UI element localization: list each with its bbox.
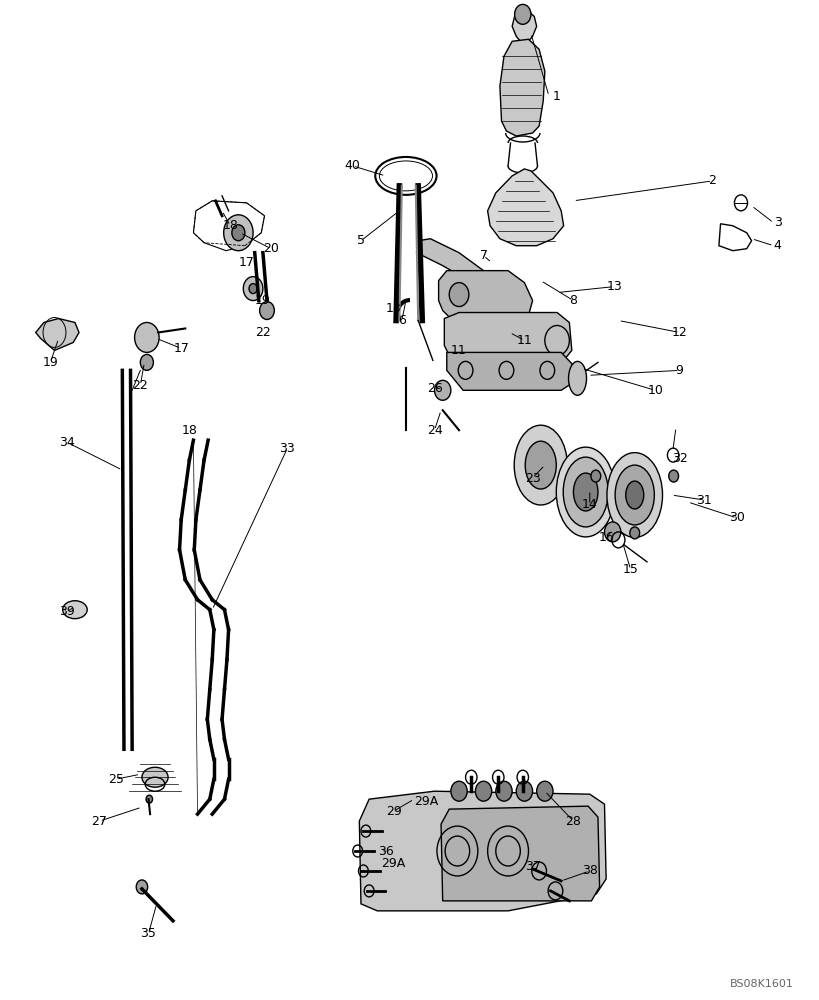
Text: 20: 20 xyxy=(263,242,278,255)
Text: 29A: 29A xyxy=(381,857,405,870)
Text: 25: 25 xyxy=(108,773,124,786)
Circle shape xyxy=(604,522,620,542)
Polygon shape xyxy=(487,169,563,246)
Text: 17: 17 xyxy=(173,342,189,355)
Polygon shape xyxy=(512,11,536,41)
Text: 29: 29 xyxy=(385,805,401,818)
Text: 36: 36 xyxy=(377,845,393,858)
Text: 19: 19 xyxy=(43,356,58,369)
Polygon shape xyxy=(446,352,572,390)
Circle shape xyxy=(140,354,153,370)
Circle shape xyxy=(514,4,530,24)
Polygon shape xyxy=(416,239,506,309)
Text: 26: 26 xyxy=(426,382,442,395)
Circle shape xyxy=(475,781,491,801)
Ellipse shape xyxy=(555,447,614,537)
Ellipse shape xyxy=(563,457,608,527)
Text: 6: 6 xyxy=(397,314,405,327)
Circle shape xyxy=(516,781,532,801)
Text: 15: 15 xyxy=(622,563,638,576)
Text: 37: 37 xyxy=(524,860,540,873)
Ellipse shape xyxy=(568,361,586,395)
Circle shape xyxy=(668,470,678,482)
Circle shape xyxy=(232,225,245,241)
Ellipse shape xyxy=(62,601,87,619)
Text: 34: 34 xyxy=(59,436,75,449)
Text: 8: 8 xyxy=(568,294,577,307)
Text: 31: 31 xyxy=(695,494,711,507)
Text: 3: 3 xyxy=(773,216,781,229)
Circle shape xyxy=(224,215,253,251)
Circle shape xyxy=(434,380,450,400)
Text: 24: 24 xyxy=(426,424,442,437)
Circle shape xyxy=(249,284,257,294)
Polygon shape xyxy=(444,313,571,365)
Text: 17: 17 xyxy=(238,256,254,269)
Text: 19: 19 xyxy=(255,294,270,307)
Polygon shape xyxy=(36,319,79,350)
Text: 13: 13 xyxy=(606,280,622,293)
Text: 28: 28 xyxy=(565,815,581,828)
Text: 13: 13 xyxy=(385,302,401,315)
Text: 27: 27 xyxy=(92,815,107,828)
Polygon shape xyxy=(441,806,599,901)
Text: 32: 32 xyxy=(671,452,686,465)
Circle shape xyxy=(450,781,467,801)
Polygon shape xyxy=(359,791,605,911)
Polygon shape xyxy=(500,39,544,136)
Text: 9: 9 xyxy=(675,364,683,377)
Circle shape xyxy=(495,781,512,801)
Circle shape xyxy=(449,283,468,307)
Ellipse shape xyxy=(525,441,555,489)
Text: 5: 5 xyxy=(356,234,364,247)
Text: 11: 11 xyxy=(450,344,466,357)
Text: 40: 40 xyxy=(345,159,360,172)
Circle shape xyxy=(136,880,147,894)
Text: 18: 18 xyxy=(222,219,238,232)
Ellipse shape xyxy=(606,453,662,537)
Circle shape xyxy=(243,277,263,301)
Ellipse shape xyxy=(514,425,567,505)
Circle shape xyxy=(590,470,600,482)
Text: 22: 22 xyxy=(255,326,270,339)
Text: 30: 30 xyxy=(728,511,744,524)
Text: 29A: 29A xyxy=(414,795,438,808)
Ellipse shape xyxy=(625,481,643,509)
Text: 10: 10 xyxy=(646,384,663,397)
Ellipse shape xyxy=(572,473,597,511)
Circle shape xyxy=(134,322,159,352)
Text: 7: 7 xyxy=(479,249,487,262)
Text: 22: 22 xyxy=(133,379,148,392)
Text: BS08K1601: BS08K1601 xyxy=(730,979,793,989)
Text: 1: 1 xyxy=(553,90,560,103)
Text: 35: 35 xyxy=(140,927,156,940)
Text: 11: 11 xyxy=(516,334,532,347)
Text: 33: 33 xyxy=(279,442,295,455)
Polygon shape xyxy=(438,271,532,322)
Text: 38: 38 xyxy=(581,864,597,877)
Text: 18: 18 xyxy=(181,424,197,437)
Circle shape xyxy=(629,527,639,539)
Text: 23: 23 xyxy=(524,472,540,485)
Text: 39: 39 xyxy=(59,605,75,618)
Ellipse shape xyxy=(142,767,168,787)
Text: 14: 14 xyxy=(581,498,597,511)
Text: 16: 16 xyxy=(598,531,613,544)
Circle shape xyxy=(536,781,552,801)
Text: 12: 12 xyxy=(671,326,686,339)
Circle shape xyxy=(146,795,152,803)
Circle shape xyxy=(260,302,274,320)
Text: 2: 2 xyxy=(708,174,716,187)
Ellipse shape xyxy=(614,465,654,525)
Text: 4: 4 xyxy=(773,239,781,252)
